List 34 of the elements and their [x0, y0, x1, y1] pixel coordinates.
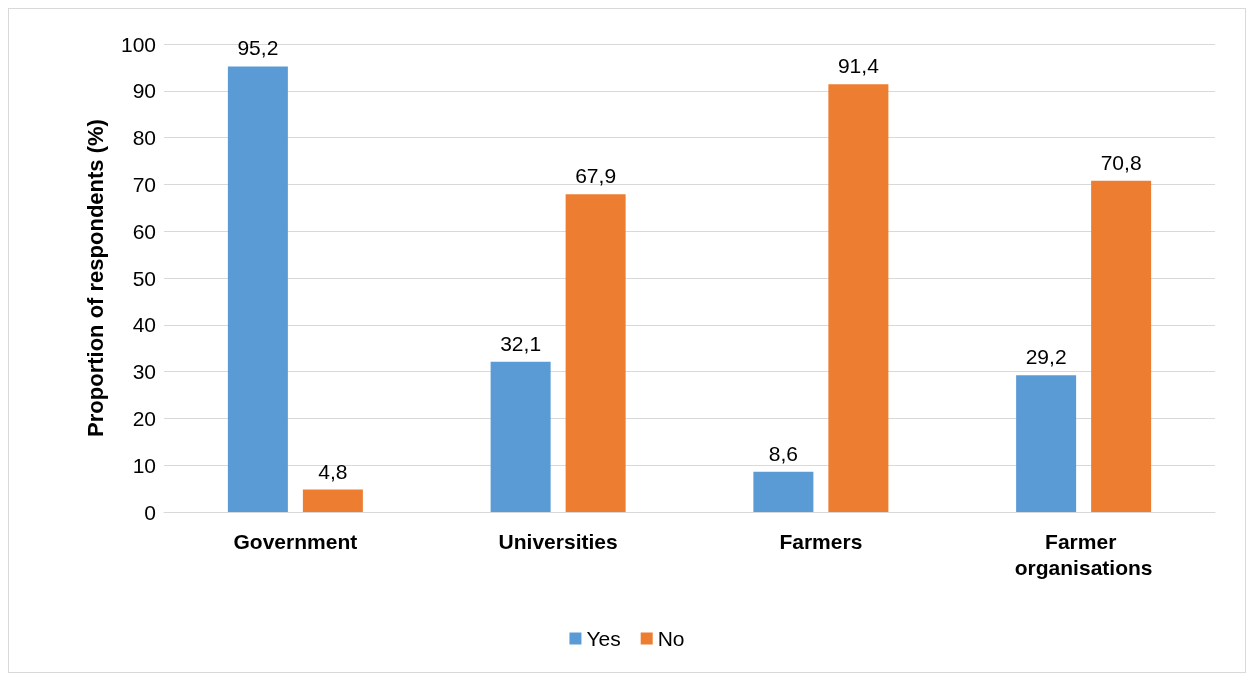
bar	[490, 361, 551, 512]
data-label: 29,2	[1025, 345, 1067, 369]
bar	[565, 194, 626, 512]
y-tick-label: 50	[132, 266, 156, 290]
data-label: 32,1	[500, 331, 542, 355]
bar	[753, 471, 814, 512]
y-tick-label: 0	[144, 500, 156, 524]
data-label: 95,2	[237, 36, 279, 60]
data-label: 8,6	[768, 441, 798, 465]
legend-label: Yes	[586, 627, 621, 650]
x-tick-label: Universities	[498, 529, 618, 553]
bar	[828, 84, 889, 512]
data-label: 91,4	[837, 54, 880, 78]
y-tick-label: 40	[132, 313, 156, 337]
data-label: 4,8	[318, 459, 348, 483]
bar	[1016, 375, 1077, 512]
y-tick-label: 30	[132, 360, 156, 384]
x-tick-label: Farmer organisations	[1014, 529, 1153, 579]
y-axis-title: Proportion of respondents (%)	[82, 119, 108, 437]
y-tick-label: 10	[132, 453, 156, 477]
bar	[227, 66, 288, 512]
x-tick-label: Farmers	[779, 529, 863, 553]
legend-label: No	[657, 627, 685, 650]
x-tick-label: Government	[233, 529, 358, 553]
y-tick-label: 100	[120, 32, 156, 56]
bar	[302, 489, 363, 512]
y-tick-label: 70	[132, 172, 156, 196]
y-tick-label: 80	[132, 126, 156, 150]
y-tick-label: 90	[132, 79, 156, 103]
bar	[1091, 180, 1152, 512]
data-label: 67,9	[575, 164, 617, 188]
y-tick-label: 60	[132, 219, 156, 243]
y-tick-label: 20	[132, 406, 156, 430]
data-label: 70,8	[1100, 150, 1142, 174]
